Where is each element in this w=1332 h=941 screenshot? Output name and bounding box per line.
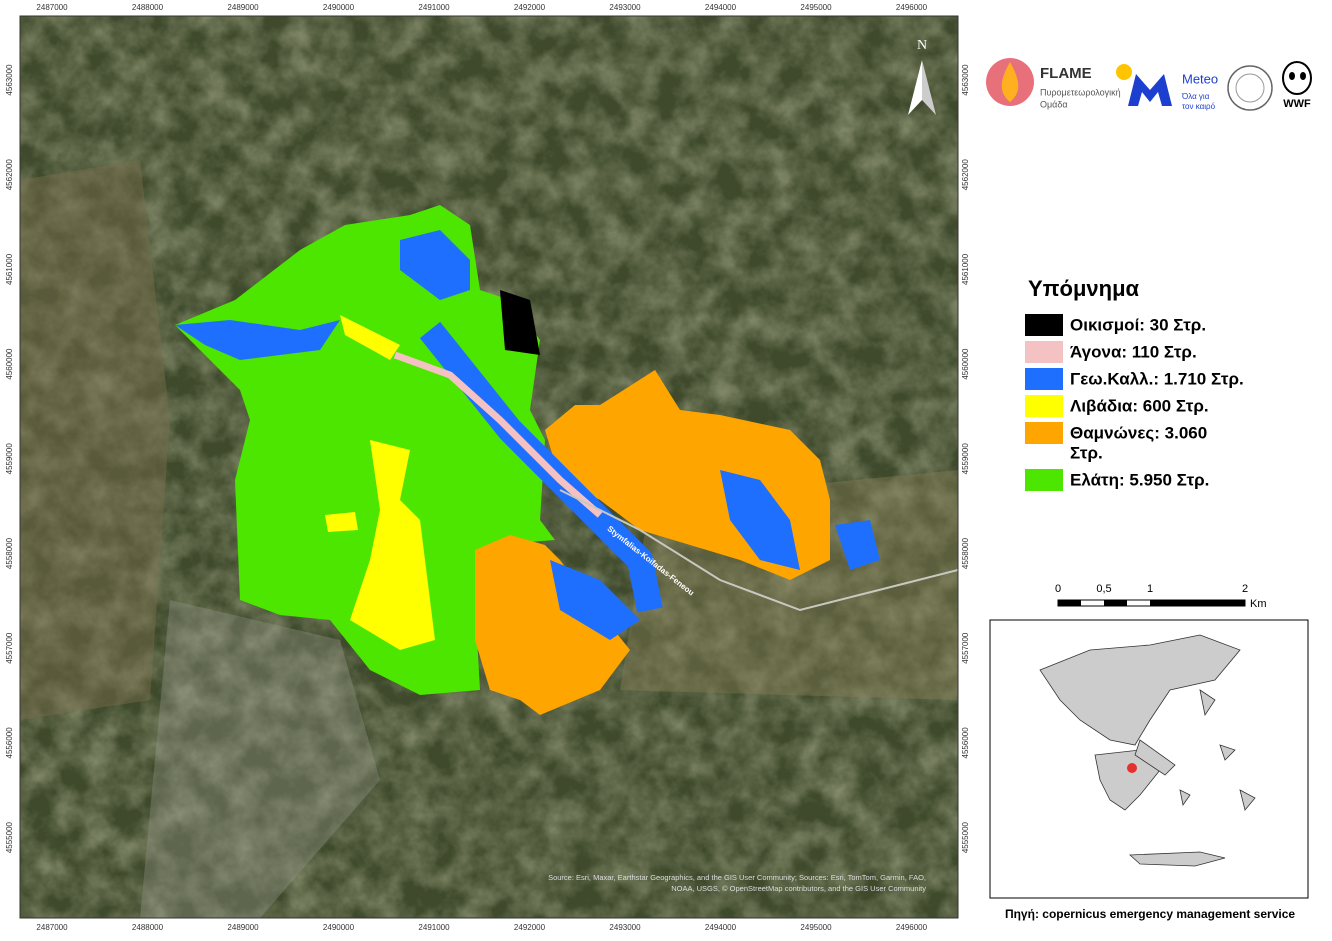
- legend-swatch: [1025, 341, 1063, 363]
- easting-label: 2488000: [132, 923, 164, 932]
- easting-label: 2495000: [800, 923, 832, 932]
- attribution: Source: Esri, Maxar, Earthstar Geographi…: [548, 873, 926, 882]
- scale-bar: 0 0,5 1 2Km: [1055, 583, 1267, 610]
- easting-label: 2491000: [418, 923, 450, 932]
- scale-label: 1: [1147, 583, 1153, 595]
- northing-label: 4560000: [5, 348, 14, 380]
- legend-label: Στρ.: [1070, 443, 1103, 462]
- legend-label: Γεω.Καλλ.: 1.710 Στρ.: [1070, 369, 1244, 388]
- flame-title: FLAME: [1040, 65, 1092, 82]
- inset-map: [989, 619, 1309, 899]
- northing-label: 4560000: [961, 348, 970, 380]
- legend-label: Οικισμοί: 30 Στρ.: [1070, 315, 1206, 334]
- northing-label: 4556000: [5, 727, 14, 759]
- source: Πηγή: copernicus emergency management se…: [1005, 907, 1295, 921]
- north-arrow: N: [908, 38, 936, 115]
- northing-label: 4558000: [961, 537, 970, 569]
- meteo-title: Meteo: [1182, 71, 1218, 86]
- coordinate-labels: 2487000 2487000 2488000 2488000 2489000 24890…: [5, 3, 970, 932]
- easting-label: 2489000: [227, 3, 259, 12]
- easting-label: 2487000: [36, 923, 68, 932]
- meteo-icon: [1128, 74, 1172, 106]
- northing-label: 4562000: [961, 159, 970, 191]
- easting-label: 2496000: [896, 3, 928, 12]
- easting-label: 2492000: [514, 3, 546, 12]
- northing-label: 4561000: [961, 253, 970, 285]
- easting-label: 2487000: [36, 3, 68, 12]
- wwf-label: WWF: [1283, 98, 1311, 110]
- logos: FLAME Πυρομετεωρολογική Ομάδα Meteo Όλα …: [986, 58, 1312, 111]
- map-border: [19, 15, 959, 919]
- scale-label: 0,5: [1096, 583, 1111, 595]
- northing-label: 4557000: [961, 632, 970, 664]
- legend: Οικισμοί: 30 Στρ. Άγονα: 110 Στρ. Γεω.Καλλ…: [1025, 314, 1244, 491]
- map-frame: [20, 16, 958, 918]
- wwf-panda: [1282, 61, 1312, 95]
- northing-label: 4556000: [961, 727, 970, 759]
- scale-label: 2: [1242, 583, 1248, 595]
- northing-label: 4563000: [961, 64, 970, 96]
- easting-label: 2490000: [323, 923, 355, 932]
- northing-label: 4561000: [5, 253, 14, 285]
- easting-label: 2491000: [418, 3, 450, 12]
- northing-label: 4563000: [5, 64, 14, 96]
- legend-swatch: [1025, 422, 1063, 444]
- easting-label: 2493000: [609, 923, 641, 932]
- northing-label: 4558000: [5, 537, 14, 569]
- legend-swatch: [1025, 469, 1063, 491]
- legend-label: Θαμνώνες: 3.060: [1070, 423, 1207, 442]
- easting-label: 2490000: [323, 3, 355, 12]
- easting-label: 2494000: [705, 3, 737, 12]
- legend-title: Υπόμνημα: [1028, 276, 1140, 301]
- easting-label: 2489000: [227, 923, 259, 932]
- easting-label: 2494000: [705, 923, 737, 932]
- legend-label: Άγονα: 110 Στρ.: [1070, 342, 1197, 361]
- university-seal: [1227, 65, 1273, 111]
- legend-swatch: [1025, 314, 1063, 336]
- northing-label: 4562000: [5, 159, 14, 191]
- scale-unit: Km: [1250, 598, 1267, 610]
- easting-label: 2493000: [609, 3, 641, 12]
- north-label: N: [917, 38, 927, 53]
- northing-label: 4555000: [5, 821, 14, 853]
- legend-label: Λιβάδια: 600 Στρ.: [1070, 396, 1209, 415]
- meteo-subtitle: Όλα για: [1181, 92, 1210, 101]
- northing-label: 4555000: [961, 821, 970, 853]
- easting-label: 2488000: [132, 3, 164, 12]
- legend-swatch: [1025, 395, 1063, 417]
- legend-swatch: [1025, 368, 1063, 390]
- northing-label: 4559000: [961, 443, 970, 475]
- legend-label: Ελάτη: 5.950 Στρ.: [1070, 470, 1209, 489]
- flame-subtitle: Ομάδα: [1040, 99, 1068, 109]
- easting-label: 2492000: [514, 923, 546, 932]
- attribution: NOAA, USGS, © OpenStreetMap contributors…: [671, 884, 926, 893]
- scale-label: 0: [1055, 583, 1061, 595]
- easting-label: 2495000: [800, 3, 832, 12]
- meteo-subtitle: τον καιρό: [1182, 102, 1216, 111]
- easting-label: 2496000: [896, 923, 928, 932]
- flame-subtitle: Πυρομετεωρολογική: [1040, 87, 1121, 97]
- northing-label: 4559000: [5, 443, 14, 475]
- northing-label: 4557000: [5, 632, 14, 664]
